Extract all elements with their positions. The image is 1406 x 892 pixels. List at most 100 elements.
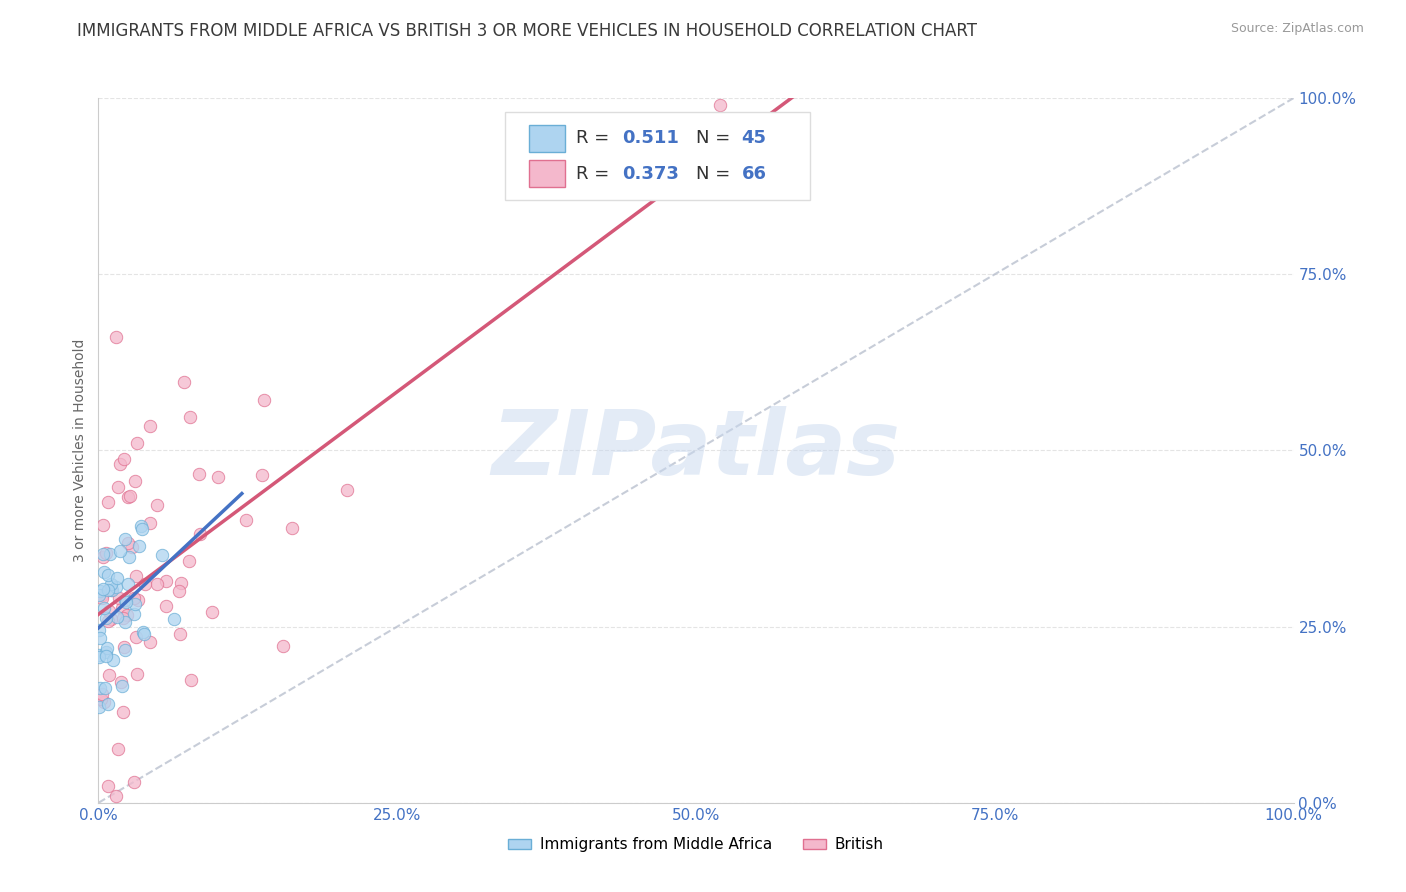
Point xyxy=(122,607,145,621)
Point xyxy=(100,577,122,591)
Point xyxy=(124,591,146,605)
Point xyxy=(117,576,139,591)
Point xyxy=(91,517,114,532)
Point xyxy=(173,375,195,389)
Point xyxy=(89,681,111,695)
Point xyxy=(94,681,117,695)
Point xyxy=(111,680,134,694)
Point xyxy=(105,329,128,343)
Point xyxy=(87,648,110,662)
Point xyxy=(190,527,212,541)
Point xyxy=(93,695,115,709)
Point xyxy=(124,774,146,789)
Point xyxy=(709,98,731,112)
Point xyxy=(155,599,177,613)
Point xyxy=(97,779,120,793)
Point xyxy=(107,742,129,756)
Text: ZIPatlas: ZIPatlas xyxy=(492,407,900,494)
Point xyxy=(96,640,118,655)
Point xyxy=(97,495,120,509)
Point xyxy=(150,548,173,562)
Point xyxy=(104,580,127,594)
Point xyxy=(105,789,128,803)
Point xyxy=(201,606,224,620)
Point xyxy=(121,540,143,554)
Point xyxy=(271,640,294,654)
Point xyxy=(110,601,132,615)
FancyBboxPatch shape xyxy=(505,112,810,201)
Point xyxy=(90,687,112,701)
Point xyxy=(111,705,134,719)
Point xyxy=(97,568,120,582)
Point xyxy=(93,565,115,579)
Point xyxy=(250,467,273,482)
Point xyxy=(139,635,162,649)
Point xyxy=(114,594,136,608)
Point xyxy=(207,470,229,484)
Point xyxy=(180,673,202,687)
Point xyxy=(163,612,186,626)
Point xyxy=(114,593,136,607)
Point xyxy=(97,604,120,618)
Legend: Immigrants from Middle Africa, British: Immigrants from Middle Africa, British xyxy=(502,831,890,859)
Text: Source: ZipAtlas.com: Source: ZipAtlas.com xyxy=(1230,22,1364,36)
Point xyxy=(167,584,190,599)
Point xyxy=(108,591,131,605)
Point xyxy=(146,498,169,512)
Point xyxy=(89,699,111,714)
Point xyxy=(89,584,111,599)
Point xyxy=(91,549,114,564)
Point xyxy=(281,521,304,535)
Point xyxy=(118,550,141,565)
Point xyxy=(98,547,121,561)
Point xyxy=(114,643,136,657)
Point xyxy=(105,571,128,585)
Point xyxy=(97,583,120,598)
Point xyxy=(94,546,117,560)
Point xyxy=(155,574,177,588)
Point xyxy=(89,632,111,646)
Point xyxy=(129,518,152,533)
Point xyxy=(124,474,146,488)
Point xyxy=(100,612,122,626)
Point xyxy=(93,582,115,596)
Point xyxy=(117,536,139,550)
Point xyxy=(115,607,138,622)
Point xyxy=(125,667,148,681)
Point xyxy=(96,614,118,628)
Point xyxy=(139,419,162,434)
Text: R =: R = xyxy=(576,164,616,183)
Point xyxy=(96,611,118,625)
Point xyxy=(96,649,118,664)
Point xyxy=(87,623,110,637)
Point xyxy=(105,610,128,624)
Point xyxy=(127,593,149,607)
Point xyxy=(177,554,200,568)
Point xyxy=(96,645,118,659)
Point xyxy=(97,698,120,712)
Point xyxy=(90,691,112,706)
Point xyxy=(125,630,148,644)
Point xyxy=(111,611,134,625)
Point xyxy=(187,467,209,481)
FancyBboxPatch shape xyxy=(529,161,565,187)
Point xyxy=(235,513,257,527)
Point xyxy=(100,582,122,597)
Text: 0.511: 0.511 xyxy=(621,129,679,147)
Point xyxy=(138,516,160,530)
Text: N =: N = xyxy=(696,129,735,147)
Point xyxy=(93,601,115,615)
Text: 0.373: 0.373 xyxy=(621,164,679,183)
Point xyxy=(169,627,191,641)
Point xyxy=(114,615,136,630)
Point xyxy=(170,575,193,590)
Point xyxy=(124,597,146,611)
Point xyxy=(132,627,155,641)
Point xyxy=(114,452,136,467)
FancyBboxPatch shape xyxy=(529,125,565,152)
Point xyxy=(120,489,142,503)
Point xyxy=(89,588,111,602)
Point xyxy=(98,668,121,682)
Point xyxy=(110,544,132,558)
Point xyxy=(179,409,201,424)
